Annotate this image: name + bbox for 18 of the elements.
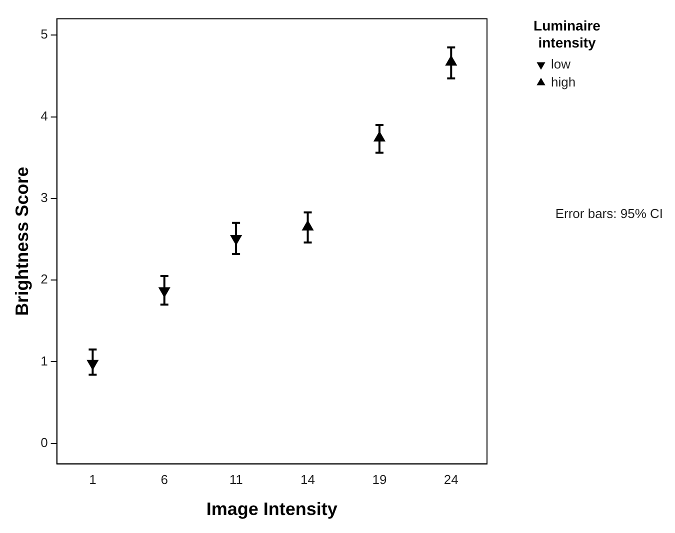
y-tick-label: 5: [40, 26, 48, 42]
x-tick-label: 1: [89, 472, 96, 488]
y-tick-label: 4: [40, 108, 48, 124]
legend-label: high: [551, 74, 576, 90]
x-tick-label: 14: [300, 472, 315, 488]
x-tick-label: 6: [160, 472, 168, 488]
x-axis-title: Image Intensity: [206, 499, 338, 520]
y-tick-label: 0: [40, 434, 48, 450]
x-tick-label: 19: [372, 472, 387, 488]
y-axis-title: Brightness Score: [12, 166, 32, 316]
y-tick-label: 3: [40, 190, 48, 206]
y-tick-label: 1: [40, 353, 48, 368]
legend-label: low: [551, 56, 572, 72]
text: Error bars: 95% CI: [555, 206, 663, 221]
x-tick-label: 24: [444, 472, 458, 488]
x-tick-label: 11: [229, 472, 243, 488]
y-tick-label: 2: [40, 272, 48, 287]
legend-title: Luminaire intensity: [534, 18, 601, 51]
